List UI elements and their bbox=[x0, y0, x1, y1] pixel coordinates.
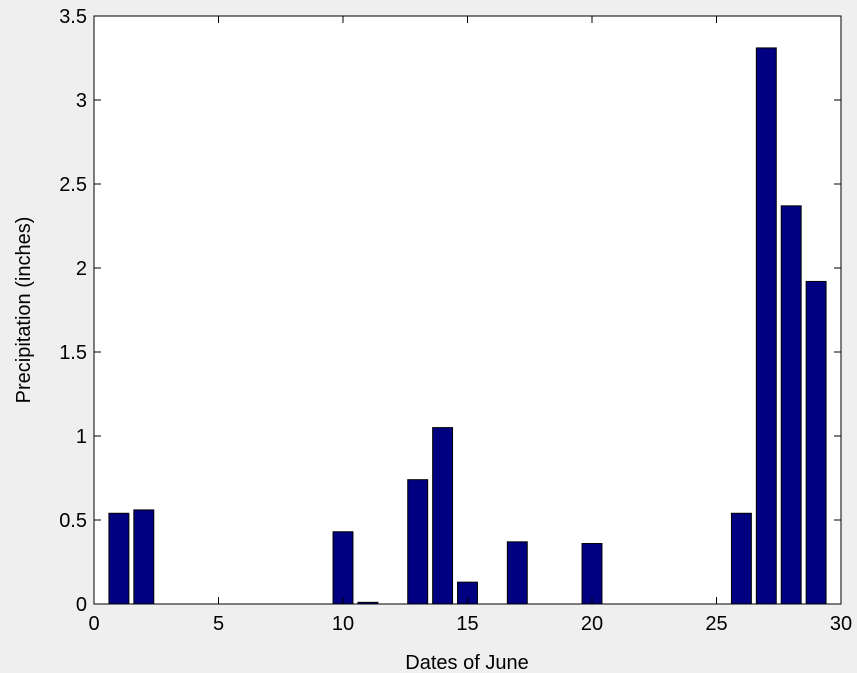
x-tick-label: 30 bbox=[830, 613, 852, 635]
plot-background bbox=[94, 16, 841, 604]
bar-june-13 bbox=[407, 479, 429, 605]
ticks-group: 0 5 10 15 20 25 30 0 0.5 1 1.5 2 2.5 3 3.5 bbox=[59, 6, 852, 635]
bar-june-27 bbox=[755, 47, 777, 605]
bar-june-17 bbox=[506, 541, 528, 605]
plot-frame bbox=[93, 15, 842, 605]
bar-june-2 bbox=[133, 509, 155, 605]
x-tick-label: 20 bbox=[581, 613, 603, 635]
y-tick-label: 2.5 bbox=[59, 174, 87, 196]
y-tick-label: 2 bbox=[76, 258, 87, 280]
bar-june-14 bbox=[432, 427, 454, 605]
bar-june-26 bbox=[730, 512, 752, 605]
y-tick-label: 0 bbox=[76, 594, 87, 616]
x-tick-label: 15 bbox=[456, 613, 478, 635]
y-tick-label: 3.5 bbox=[59, 6, 87, 28]
x-tick-label: 0 bbox=[88, 613, 99, 635]
bar-june-1 bbox=[108, 512, 130, 605]
x-tick-label: 5 bbox=[213, 613, 224, 635]
y-axis-label: Precipitation (inches) bbox=[13, 217, 35, 404]
x-tick-label: 10 bbox=[332, 613, 354, 635]
y-tick-label: 3 bbox=[76, 90, 87, 112]
bar-june-29 bbox=[805, 280, 827, 605]
bar-june-28 bbox=[780, 205, 802, 605]
y-tick-label: 0.5 bbox=[59, 510, 87, 532]
y-tick-label: 1 bbox=[76, 426, 87, 448]
bar-june-20 bbox=[581, 543, 603, 605]
y-tick-label: 1.5 bbox=[59, 342, 87, 364]
bars-group bbox=[108, 47, 827, 605]
bar-june-10 bbox=[332, 531, 354, 605]
x-axis-label: Dates of June bbox=[405, 652, 528, 673]
x-tick-label: 25 bbox=[705, 613, 727, 635]
